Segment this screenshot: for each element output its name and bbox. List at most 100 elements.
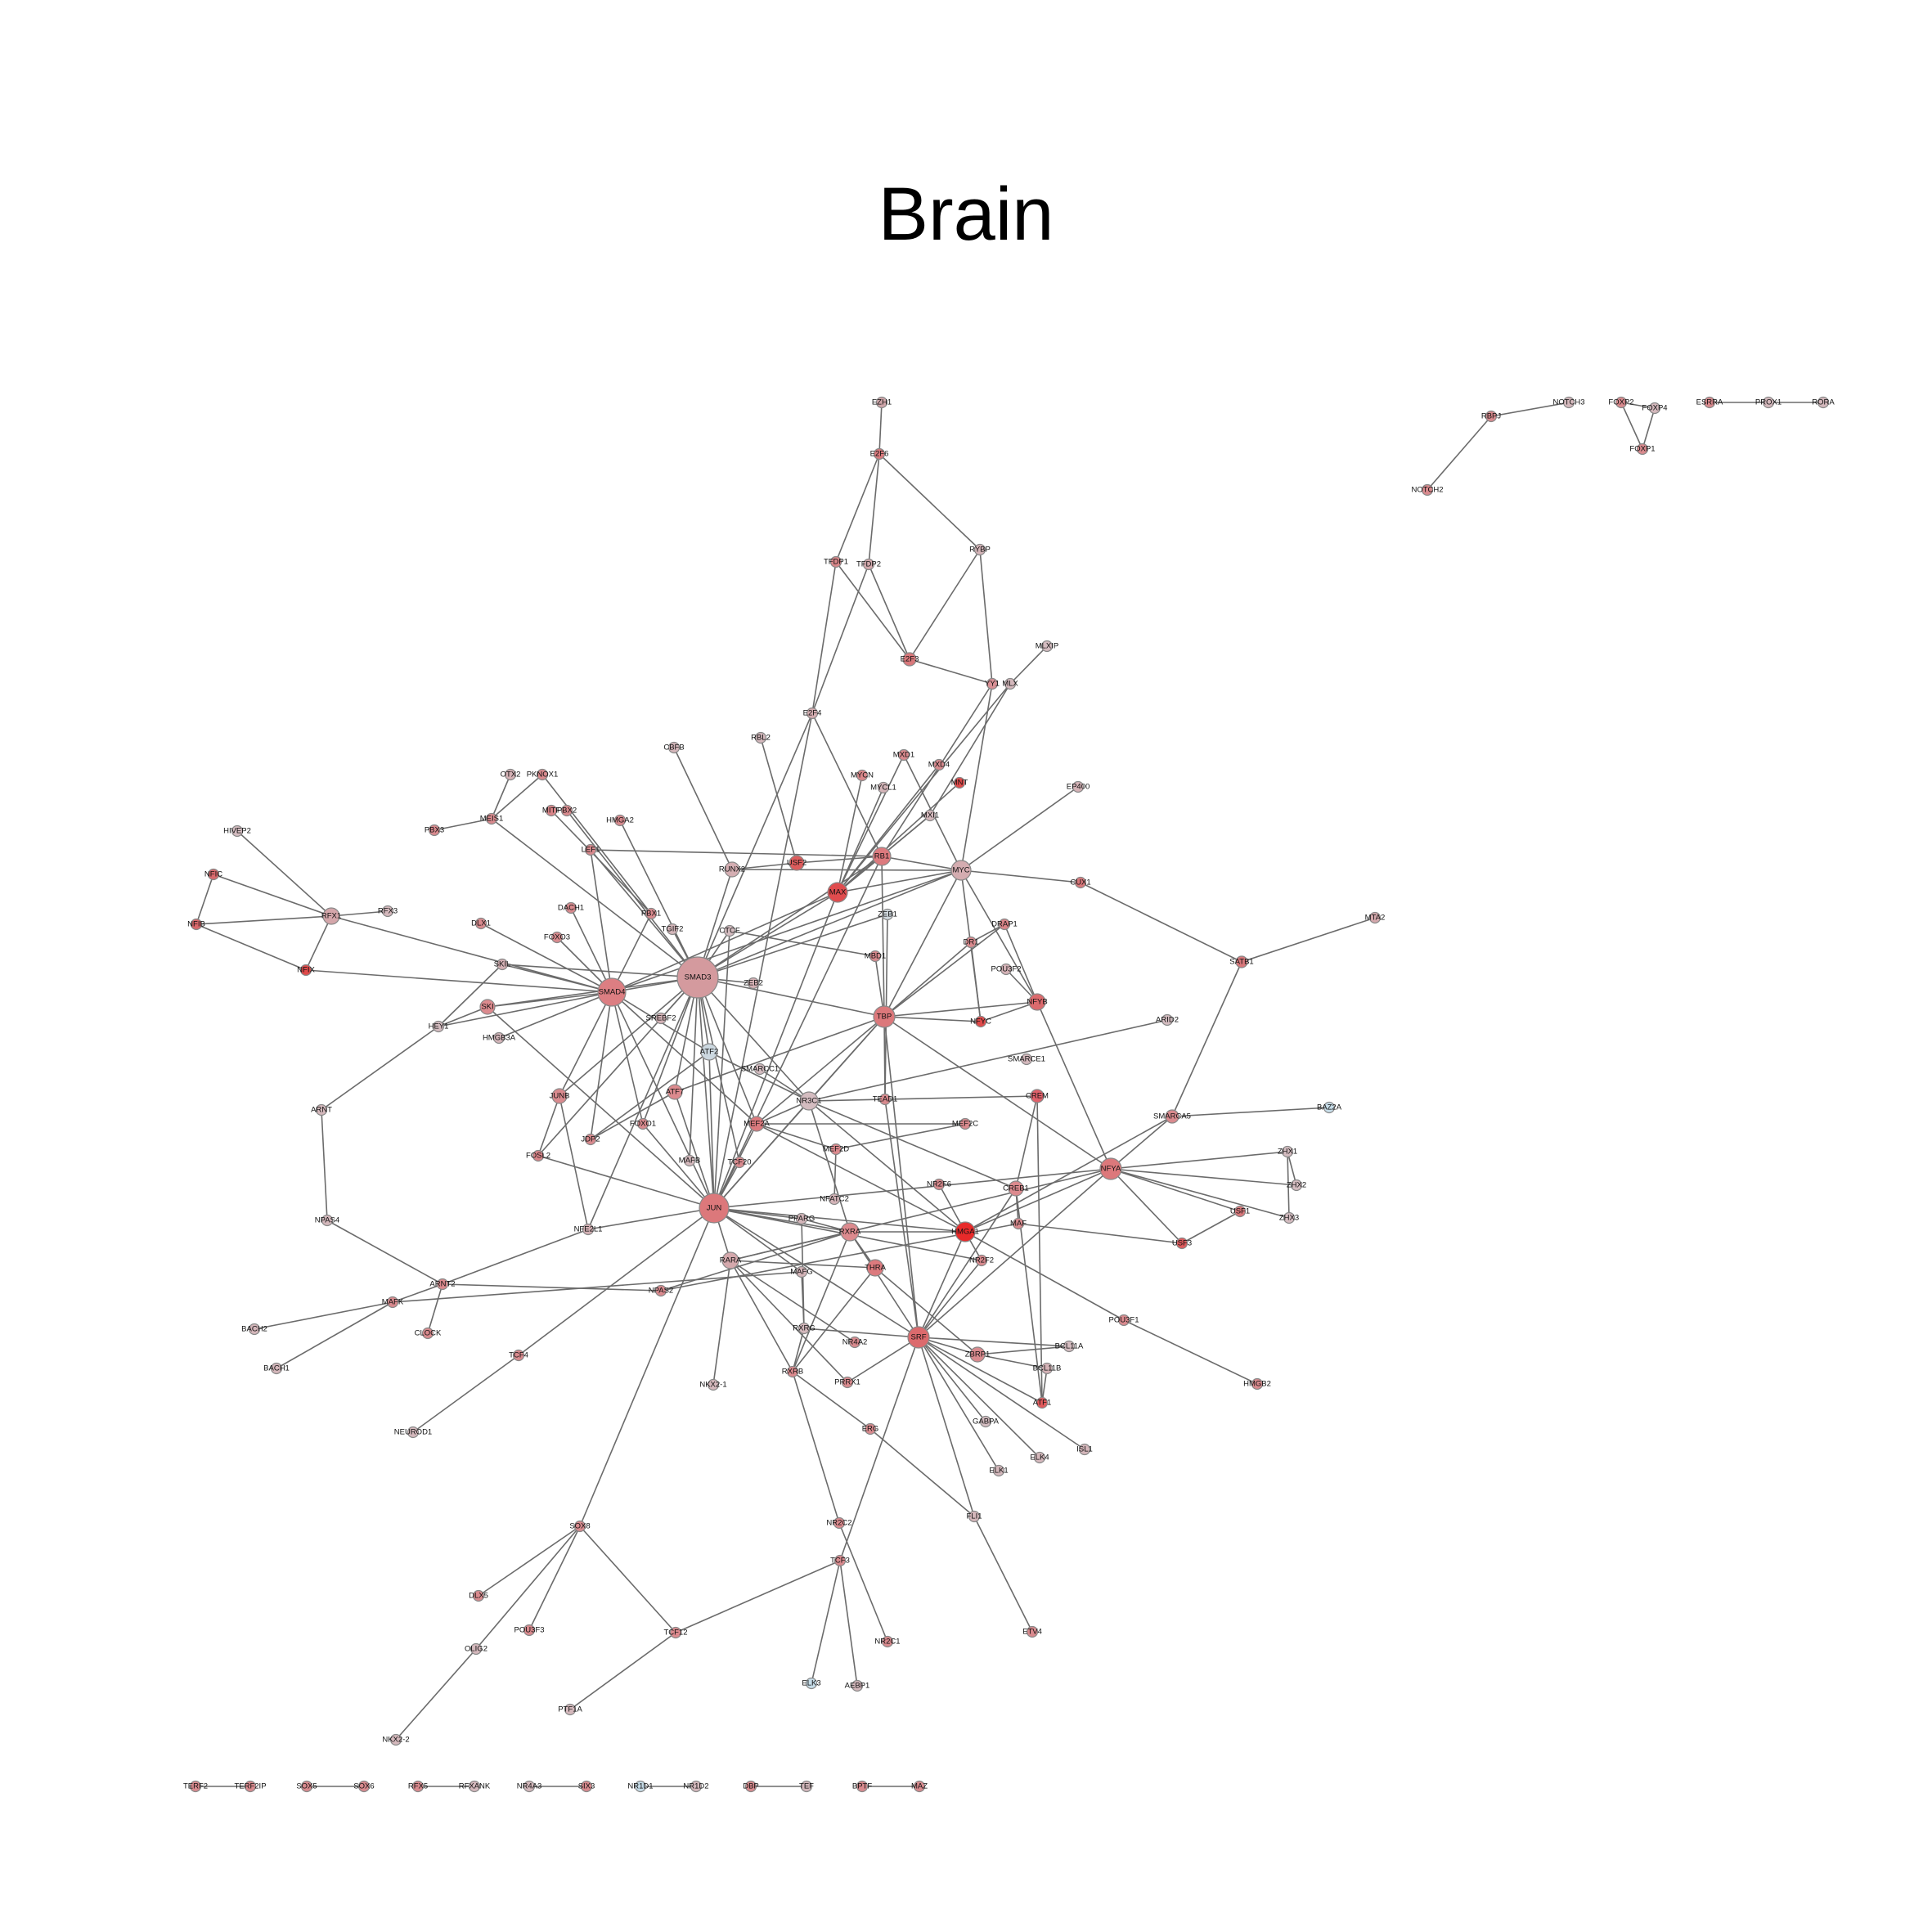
node-zhx2: ZHX2 — [1287, 1179, 1306, 1192]
node-smarce1: SMARCE1 — [1008, 1053, 1045, 1066]
edge-rara-nr4a2 — [730, 1260, 856, 1343]
node-circle — [1421, 483, 1434, 496]
edge-tfdp2-e2f4 — [811, 564, 869, 714]
node-foxp1: FOXP1 — [1629, 443, 1656, 456]
node-usf2: USF2 — [787, 855, 806, 871]
edge-srf-isl1 — [918, 1337, 1085, 1450]
node-usf3: USF3 — [1172, 1237, 1192, 1250]
node-rfx1: RFX1 — [321, 907, 341, 925]
node-circle — [597, 977, 627, 1007]
edge-zhx1-nfya — [1110, 1151, 1288, 1170]
node-mxd1: MXD1 — [893, 748, 914, 762]
node-circle — [1251, 1377, 1264, 1391]
edge-srf-elk4 — [918, 1337, 1040, 1458]
edge-nr3c1-hmga1 — [808, 1100, 966, 1233]
node-circle — [676, 956, 719, 999]
node-circle — [300, 1780, 313, 1793]
edge-max-smad4 — [611, 892, 838, 993]
node-label: MXD4 — [928, 761, 950, 770]
node-nfib: NFIB — [187, 918, 205, 931]
node-npas4: NPAS4 — [315, 1214, 339, 1227]
node-mef2a: MEF2A — [744, 1116, 770, 1132]
node-notch3: NOTCH3 — [1552, 396, 1585, 409]
node-circle — [322, 907, 340, 925]
edge-sox8-pou3f3 — [528, 1525, 581, 1631]
node-circle — [744, 1780, 757, 1793]
node-prrx1: PRRX1 — [834, 1376, 860, 1389]
edge-rxrg-rxrb — [792, 1328, 805, 1373]
node-pou3f3: POU3F3 — [514, 1624, 544, 1637]
node-hivep2: HIVEP2 — [223, 824, 251, 838]
edge-dr1-tbp — [883, 941, 972, 1018]
node-rfx3: RFX3 — [378, 905, 398, 918]
node-pbx2: PBX2 — [557, 804, 577, 817]
node-circle — [1762, 396, 1775, 409]
node-label: TCF3 — [830, 1557, 850, 1566]
node-hmga1: HMGA1 — [951, 1221, 979, 1242]
node-label: MYCN — [851, 771, 874, 780]
node-circle — [964, 936, 977, 949]
edge-ski-jun — [487, 1006, 715, 1209]
node-elk3: ELK3 — [802, 1677, 821, 1690]
node-etv4: ETV4 — [1022, 1625, 1042, 1638]
node-circle — [512, 1349, 525, 1362]
node-tbp: TBP — [873, 1005, 896, 1028]
node-label: BCL11A — [1055, 1342, 1084, 1351]
node-circle — [932, 758, 946, 771]
node-circle — [479, 999, 496, 1015]
node-zeb1: ZEB1 — [878, 908, 897, 921]
node-label: RB1 — [874, 852, 889, 861]
edge-nfyb-nfyc — [980, 1001, 1038, 1022]
node-circle — [1175, 1237, 1188, 1250]
edge-rara-nkx2-1 — [712, 1260, 731, 1386]
edge-tbp-nfyc — [883, 1016, 982, 1022]
node-circle — [411, 1780, 425, 1793]
node-circle — [873, 1005, 896, 1028]
node-label: NOTCH3 — [1552, 398, 1584, 407]
edge-rybp-e2f3 — [909, 549, 981, 660]
edge-smad3-ski — [487, 977, 699, 1008]
node-circle — [550, 931, 564, 944]
node-label: NFIB — [187, 920, 205, 929]
edge-ctcf-jun — [713, 930, 730, 1209]
node-circle — [613, 814, 627, 827]
node-label: MYC — [952, 866, 969, 875]
node-smarcc1: SMARCC1 — [741, 1063, 779, 1076]
node-mef2c: MEF2C — [952, 1117, 978, 1130]
node-tcf3: TCF3 — [830, 1554, 850, 1567]
node-circle — [923, 809, 937, 822]
node-label: PROX1 — [1755, 398, 1781, 407]
node-mnt: MNT — [951, 776, 968, 789]
node-circle — [1078, 1443, 1091, 1456]
node-circle — [1030, 1089, 1045, 1103]
node-label: USF3 — [1172, 1239, 1192, 1248]
edge-dach1-smad4 — [570, 907, 613, 993]
node-circle — [654, 1012, 667, 1025]
node-maf: MAF — [1010, 1217, 1027, 1230]
edge-rfx1-rfx3 — [330, 910, 389, 917]
node-cbfb: CBFB — [663, 741, 685, 754]
node-circle — [856, 769, 869, 782]
node-circle — [955, 1221, 976, 1242]
edge-smad3-nfe2l1 — [587, 977, 699, 1230]
node-label: JUNB — [550, 1092, 570, 1101]
node-label: CUX1 — [1070, 878, 1090, 887]
node-circle — [428, 824, 441, 837]
edge-mafg-mafk — [392, 1271, 802, 1303]
edge-drap1-tbp — [883, 923, 1005, 1018]
node-label: NFIC — [204, 870, 222, 879]
edge-tbp-nr3c1 — [808, 1016, 885, 1102]
node-label: NOTCH2 — [1411, 486, 1443, 495]
edge-otx2-meis1 — [491, 774, 511, 820]
node-circle — [907, 1326, 930, 1349]
edge-erg-fli1 — [869, 1428, 975, 1517]
node-nfe2l1: NFE2L1 — [574, 1223, 602, 1236]
edge-pbx3-meis1 — [434, 818, 492, 831]
node-circle — [386, 1296, 399, 1309]
node-foxp2: FOXP2 — [1608, 396, 1634, 409]
node-label: PBX3 — [425, 826, 444, 835]
edge-foxp2-foxp1 — [1620, 402, 1643, 450]
node-circle — [472, 1589, 485, 1602]
node-circle — [833, 1516, 846, 1530]
edge-tbp-mef2a — [756, 1016, 885, 1125]
